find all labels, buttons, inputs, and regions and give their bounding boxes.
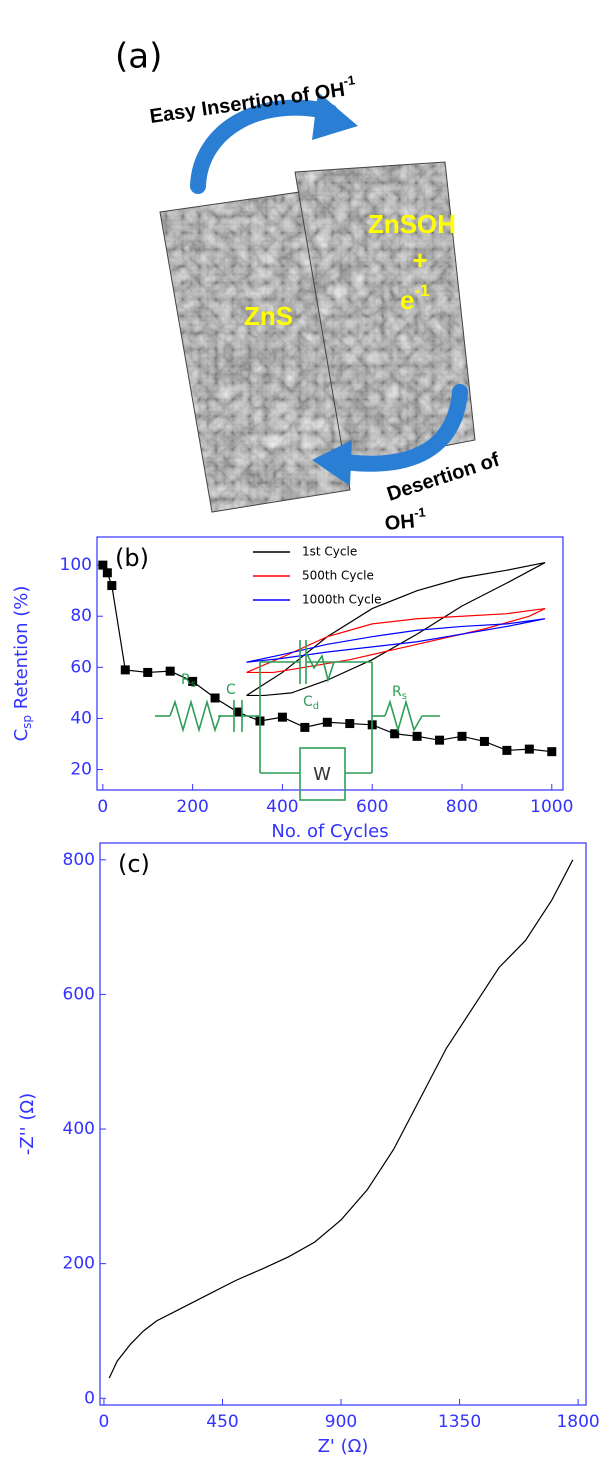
x-tick-label: 0 — [97, 797, 108, 817]
marker — [390, 729, 400, 739]
marker — [233, 707, 243, 717]
data-line — [108, 859, 574, 1379]
resistor — [384, 699, 440, 733]
panel-label: (b) — [115, 544, 149, 572]
marker — [345, 719, 355, 729]
circuit-label: W — [313, 764, 331, 785]
plot-frame — [96, 536, 564, 791]
x-axis-label: No. of Cycles — [271, 821, 388, 842]
y-tick-label: 0 — [84, 1388, 95, 1408]
image-label: e-1 — [400, 281, 430, 314]
circuit-label: C — [226, 682, 236, 698]
resistor — [169, 699, 221, 733]
marker — [120, 665, 130, 675]
y-tick-label: 20 — [70, 760, 92, 780]
x-tick-label: 0 — [99, 1412, 110, 1432]
marker — [300, 722, 310, 732]
y-tick-label: 40 — [70, 708, 92, 728]
y-axis-label-part: sp — [20, 715, 34, 729]
image-label: + — [412, 245, 427, 275]
circuit-label-part: s — [191, 679, 196, 690]
y-tick-label: 200 — [63, 1254, 95, 1274]
x-tick-label: 1350 — [438, 1412, 481, 1432]
circuit-label-part: R — [392, 684, 402, 700]
marker — [524, 744, 534, 754]
marker — [322, 717, 332, 727]
x-tick-label: 200 — [176, 797, 208, 817]
y-axis-label-part: C — [11, 729, 32, 742]
marker — [457, 731, 467, 741]
x-tick-label: 450 — [206, 1412, 238, 1432]
marker — [547, 747, 557, 757]
panel-a: (a) Easy Insertion of OH-1 ZnS ZnSOH + e… — [115, 37, 502, 536]
marker — [435, 735, 445, 745]
y-tick-label: 600 — [63, 984, 95, 1004]
marker — [102, 568, 112, 578]
arrow — [337, 384, 468, 472]
y-axis-label: -Z'' (Ω) — [17, 1093, 38, 1155]
panel-label: (a) — [115, 37, 162, 77]
marker — [210, 693, 220, 703]
arrow-head — [312, 92, 358, 140]
plot-frame — [99, 842, 587, 1406]
warburg — [299, 747, 346, 801]
arrow — [190, 99, 338, 194]
inset-curve — [246, 561, 546, 697]
legend-label: 500th Cycle — [302, 569, 374, 583]
arrow-head — [312, 440, 352, 486]
panel-label: (c) — [118, 850, 150, 878]
circuit-label: Rs — [392, 684, 407, 702]
y-axis-label: Csp Retention (%) — [11, 586, 34, 742]
image-label: ZnS — [244, 301, 293, 331]
y-tick-label: 100 — [60, 555, 92, 575]
circuit-label-part: s — [402, 691, 407, 702]
x-tick-label: 400 — [266, 797, 298, 817]
y-tick-label: 80 — [70, 606, 92, 626]
legend-label: 1st Cycle — [302, 545, 357, 559]
circuit-label-part: R — [181, 672, 191, 688]
marker — [502, 745, 512, 755]
circuit-label: Rs — [181, 672, 196, 690]
image-label: ZnSOH — [368, 209, 456, 239]
marker — [479, 736, 489, 746]
x-axis-label: Z' (Ω) — [318, 1436, 369, 1457]
y-tick-label: 800 — [63, 850, 95, 870]
x-tick-label: 800 — [446, 797, 478, 817]
marker — [277, 712, 287, 722]
marker — [188, 676, 198, 686]
image-border — [294, 161, 476, 466]
circuit-label-part: d — [313, 701, 319, 712]
x-tick-label: 600 — [356, 797, 388, 817]
inset-curve — [246, 618, 546, 663]
x-tick-label: 1000 — [530, 797, 573, 817]
circuit-label: Cd — [303, 694, 319, 712]
y-tick-label: 400 — [63, 1119, 95, 1139]
marker — [165, 666, 175, 676]
legend-label: 1000th Cycle — [302, 593, 381, 607]
y-tick-label: 60 — [70, 657, 92, 677]
circuit — [155, 640, 440, 801]
x-tick-label: 1800 — [556, 1412, 599, 1432]
annotation: OH-1 — [384, 505, 428, 535]
marker — [98, 560, 108, 570]
marker — [143, 667, 153, 677]
x-tick-label: 900 — [325, 1412, 357, 1432]
circuit-label-part: C — [303, 694, 313, 710]
marker — [107, 581, 117, 591]
inset-curve — [246, 607, 546, 674]
marker — [412, 731, 422, 741]
y-axis-label-part: Retention (%) — [11, 586, 32, 715]
image-border — [159, 191, 351, 513]
